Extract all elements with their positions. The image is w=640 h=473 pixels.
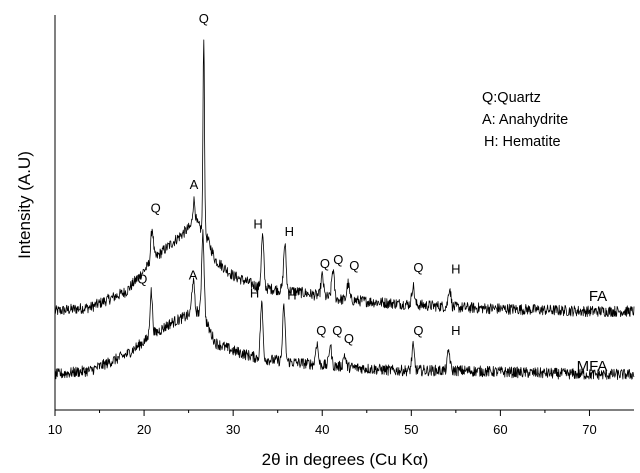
peak-label: A xyxy=(190,177,199,192)
x-tick-label: 60 xyxy=(493,422,507,437)
axes xyxy=(54,15,634,411)
x-tick-label: 40 xyxy=(315,422,329,437)
peak-label: Q xyxy=(413,323,423,338)
series-trace-fa xyxy=(54,39,635,318)
peak-label: H xyxy=(451,262,460,277)
peak-label: Q xyxy=(413,260,423,275)
peak-label: Q xyxy=(199,11,209,26)
x-axis-label: 2θ in degrees (Cu Kα) xyxy=(262,450,429,469)
series-label-mfa: MFA xyxy=(577,358,608,375)
legend-entry-quartz: Q:Quartz xyxy=(482,90,541,106)
series-trace-mfa xyxy=(54,229,635,381)
x-tick-label: 70 xyxy=(582,422,596,437)
x-tick-label: 30 xyxy=(226,422,240,437)
legend: Q:Quartz A: Anahydrite H: Hematite xyxy=(482,90,568,150)
peak-label: Q xyxy=(320,256,330,271)
x-ticks: 10 20 30 40 50 60 70 xyxy=(48,410,597,437)
x-tick-label: 50 xyxy=(404,422,418,437)
x-tick-label: 10 xyxy=(48,422,62,437)
peak-label: Q xyxy=(137,272,147,287)
legend-entry-anahydrite: A: Anahydrite xyxy=(482,112,568,128)
peak-label: H xyxy=(253,216,262,231)
x-tick-label: 20 xyxy=(137,422,151,437)
peak-label: Q xyxy=(332,323,342,338)
peak-label: Q xyxy=(349,258,359,273)
y-axis-label: Intensity (A.U) xyxy=(15,151,34,259)
peak-label: Q xyxy=(344,331,354,346)
traces xyxy=(54,39,635,381)
peak-label: A xyxy=(189,268,198,283)
legend-entry-hematite: H: Hematite xyxy=(484,134,561,150)
peak-label: H xyxy=(250,285,259,300)
peak-label: H xyxy=(287,287,296,302)
peak-label: Q xyxy=(316,323,326,338)
peak-label: H xyxy=(451,323,460,338)
peak-label: H xyxy=(285,224,294,239)
peak-label: Q xyxy=(151,201,161,216)
series-label-fa: FA xyxy=(589,288,607,305)
peak-label: Q xyxy=(333,252,343,267)
